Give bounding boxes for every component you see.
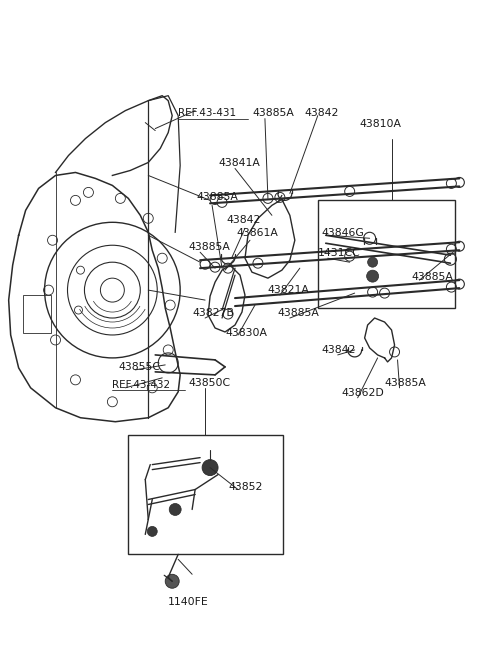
Circle shape xyxy=(169,504,181,515)
Text: 43841A: 43841A xyxy=(218,159,260,168)
Bar xyxy=(318,200,456,308)
Bar xyxy=(128,435,283,554)
Text: REF.43-431: REF.43-431 xyxy=(178,107,236,118)
Text: 43885A: 43885A xyxy=(196,193,238,202)
Text: 43850C: 43850C xyxy=(188,378,230,388)
Circle shape xyxy=(202,460,218,476)
Circle shape xyxy=(345,187,355,196)
Text: 43885A: 43885A xyxy=(278,308,320,318)
Circle shape xyxy=(367,270,379,282)
Text: 43855C: 43855C xyxy=(119,362,160,372)
Circle shape xyxy=(217,197,227,208)
Circle shape xyxy=(446,244,456,254)
Text: 1140FE: 1140FE xyxy=(168,597,209,607)
Text: 43827B: 43827B xyxy=(192,308,234,318)
Circle shape xyxy=(147,527,157,536)
Circle shape xyxy=(253,258,263,268)
Text: 43821A: 43821A xyxy=(268,285,310,295)
Circle shape xyxy=(165,574,179,588)
Text: 43885A: 43885A xyxy=(411,272,454,282)
Circle shape xyxy=(446,282,456,292)
Text: 43862D: 43862D xyxy=(342,388,384,398)
Circle shape xyxy=(345,252,355,261)
Text: REF.43-432: REF.43-432 xyxy=(112,380,170,390)
Text: 43885A: 43885A xyxy=(384,378,426,388)
Text: 43842: 43842 xyxy=(305,107,339,118)
Circle shape xyxy=(210,262,220,272)
Bar xyxy=(23,295,50,333)
Text: 43842: 43842 xyxy=(226,215,261,225)
Circle shape xyxy=(380,288,390,298)
Text: 1431CC: 1431CC xyxy=(318,248,360,258)
Text: 43810A: 43810A xyxy=(360,119,402,128)
Circle shape xyxy=(446,178,456,189)
Text: 43861A: 43861A xyxy=(236,229,278,238)
Text: 43885A: 43885A xyxy=(188,242,230,252)
Text: 43846G: 43846G xyxy=(322,229,364,238)
Text: 43842: 43842 xyxy=(322,345,356,355)
Circle shape xyxy=(263,193,273,203)
Text: 43852: 43852 xyxy=(228,481,263,491)
Text: 43885A: 43885A xyxy=(252,107,294,118)
Text: 43830A: 43830A xyxy=(225,328,267,338)
Circle shape xyxy=(368,257,378,267)
